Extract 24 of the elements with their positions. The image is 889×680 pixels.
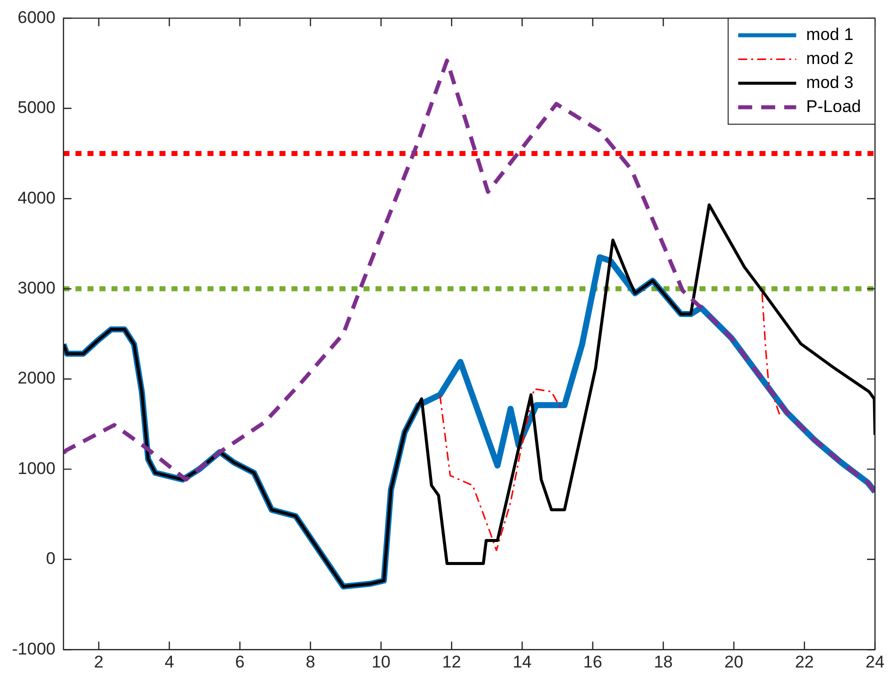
x-tick-label: 2	[94, 652, 104, 672]
y-tick-label: 2000	[18, 368, 56, 388]
x-tick-label: 18	[654, 652, 673, 672]
y-tick-label: 1000	[18, 458, 56, 478]
x-tick-label: 24	[866, 652, 884, 672]
y-tick-label: 6000	[18, 8, 56, 27]
x-tick-label: 10	[372, 652, 390, 672]
y-tick-label: 3000	[18, 278, 56, 298]
x-tick-label: 16	[583, 652, 602, 672]
x-tick-label: 20	[724, 652, 744, 672]
legend-label: mod 2	[806, 48, 854, 68]
x-tick-label: 4	[164, 652, 174, 672]
x-tick-label: 22	[794, 652, 814, 672]
y-tick-label: 0	[46, 549, 56, 568]
x-tick-label: 14	[512, 652, 532, 672]
x-tick-label: 12	[442, 652, 462, 672]
x-tick-label: 6	[235, 652, 245, 672]
x-tick-label: 8	[306, 652, 316, 672]
legend-label: mod 3	[806, 72, 854, 92]
y-tick-label: 5000	[18, 98, 56, 118]
y-tick-label: -1000	[12, 639, 56, 658]
y-tick-label: 4000	[18, 188, 56, 208]
legend-label: P-Load	[806, 96, 862, 116]
legend-label: mod 1	[806, 24, 854, 44]
